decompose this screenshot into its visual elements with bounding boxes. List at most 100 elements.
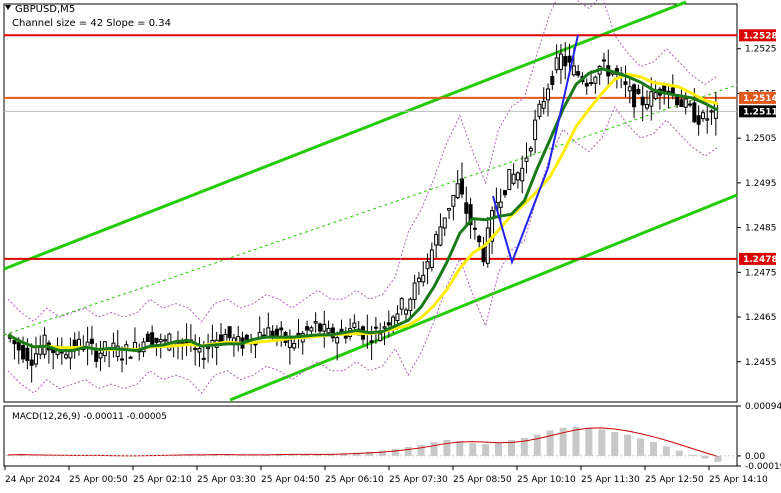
candle-body [700, 112, 705, 120]
candle-body [279, 327, 284, 331]
envelope-lower [7, 105, 719, 394]
macd-tick-label: 0.00 [745, 452, 765, 462]
candle-body [507, 168, 512, 191]
candle-body [550, 75, 555, 85]
candle-body [378, 333, 383, 342]
candle-body [382, 326, 387, 329]
x-tick-label: 25 Apr 14:10 [709, 475, 768, 485]
candle-body [533, 119, 538, 141]
candle-body [472, 227, 477, 230]
candle-body [468, 204, 473, 226]
candle-body [335, 337, 340, 344]
candle-body [511, 173, 516, 184]
x-tick-label: 25 Apr 07:30 [389, 475, 448, 485]
horizontal-levels [4, 34, 737, 260]
candle-body [287, 339, 292, 348]
candle-body [309, 327, 314, 332]
price-tag-1.2514 [739, 91, 776, 104]
candle-body [584, 82, 589, 87]
candle-body [145, 333, 150, 342]
candle-body [120, 358, 125, 361]
y-tick-label: 1.2495 [745, 179, 777, 189]
y-tick-label: 1.2465 [745, 313, 777, 323]
candle-body [464, 202, 469, 214]
candle-body [601, 59, 606, 62]
blue-line-left [492, 167, 549, 266]
price-tag-1.2528 [739, 29, 776, 42]
candle-body [16, 341, 21, 351]
candle-body [395, 313, 400, 321]
y-tick-label: 1.2485 [745, 224, 777, 234]
y-tick-label: 1.2475 [745, 268, 777, 278]
candle-body [692, 102, 697, 123]
envelope-upper [7, 0, 719, 323]
candle-body [447, 207, 452, 211]
candle-body [571, 65, 576, 76]
candle-body [455, 183, 460, 199]
channel-info-label: Channel size = 42 Slope = 0.34 [12, 18, 171, 29]
candle-body [567, 55, 572, 63]
candle-body [33, 353, 38, 365]
channel-line-middle [3, 84, 738, 336]
candle-body [128, 356, 133, 359]
candle-body [98, 352, 103, 359]
candle-body [150, 332, 155, 346]
x-tick-label: 25 Apr 06:10 [325, 475, 384, 485]
candle-body [313, 321, 318, 324]
candle-body [64, 354, 69, 359]
x-tick-label: 25 Apr 04:50 [261, 475, 320, 485]
candle-body [459, 178, 464, 195]
macd-tick-label: 0.00094 [745, 402, 781, 412]
candle-body [201, 357, 206, 360]
price-tag-1.2478 [739, 252, 776, 265]
candle-body [623, 81, 628, 85]
price-tag-label: 1.2511 [743, 107, 778, 117]
candle-body [25, 347, 30, 361]
candle-body [705, 118, 710, 121]
candle-body [576, 71, 581, 76]
channel-line-lower [229, 193, 738, 402]
candle-body [386, 322, 391, 326]
blue-trend-lines [492, 34, 579, 266]
candle-body [477, 235, 482, 243]
candle-body [206, 346, 211, 350]
x-tick-label: 25 Apr 02:10 [133, 475, 192, 485]
candle-body [154, 337, 159, 343]
candle-body [326, 327, 331, 334]
x-tick-label: 25 Apr 12:50 [645, 475, 704, 485]
candle-body [197, 348, 202, 353]
candle-body [490, 210, 495, 242]
x-tick-label: 24 Apr 2024 [5, 475, 61, 485]
collapse-triangle-icon[interactable] [5, 5, 11, 10]
candle-body [412, 282, 417, 301]
candle-body [317, 323, 322, 332]
candle-body [541, 101, 546, 109]
candle-body [503, 190, 507, 196]
chart-frames [3, 3, 738, 467]
x-tick-label: 25 Apr 08:50 [453, 475, 512, 485]
candle-body [515, 172, 520, 181]
candle-body [498, 201, 503, 208]
candle-body [408, 298, 413, 312]
candle-body [399, 298, 404, 310]
candle-body [679, 99, 684, 107]
candle-body [593, 76, 598, 84]
candle-body [653, 92, 658, 99]
candle-body [29, 359, 34, 366]
price-tag-label: 1.2478 [743, 255, 778, 265]
candle-body [429, 249, 434, 268]
candle-body [537, 103, 542, 117]
candle-body [528, 147, 533, 152]
candle-body [675, 96, 680, 106]
candle-body [558, 53, 563, 70]
candle-body [632, 84, 637, 108]
blue-line-right [547, 34, 579, 169]
candle-body [292, 343, 297, 349]
candle-body [589, 82, 594, 85]
candle-body [369, 340, 374, 343]
header-texts: GBPUSD,M5 Channel size = 42 Slope = 0.34… [5, 4, 171, 422]
candle-body [404, 309, 409, 315]
x-tick-label: 25 Apr 03:30 [197, 475, 256, 485]
ma-green-line [7, 67, 719, 353]
